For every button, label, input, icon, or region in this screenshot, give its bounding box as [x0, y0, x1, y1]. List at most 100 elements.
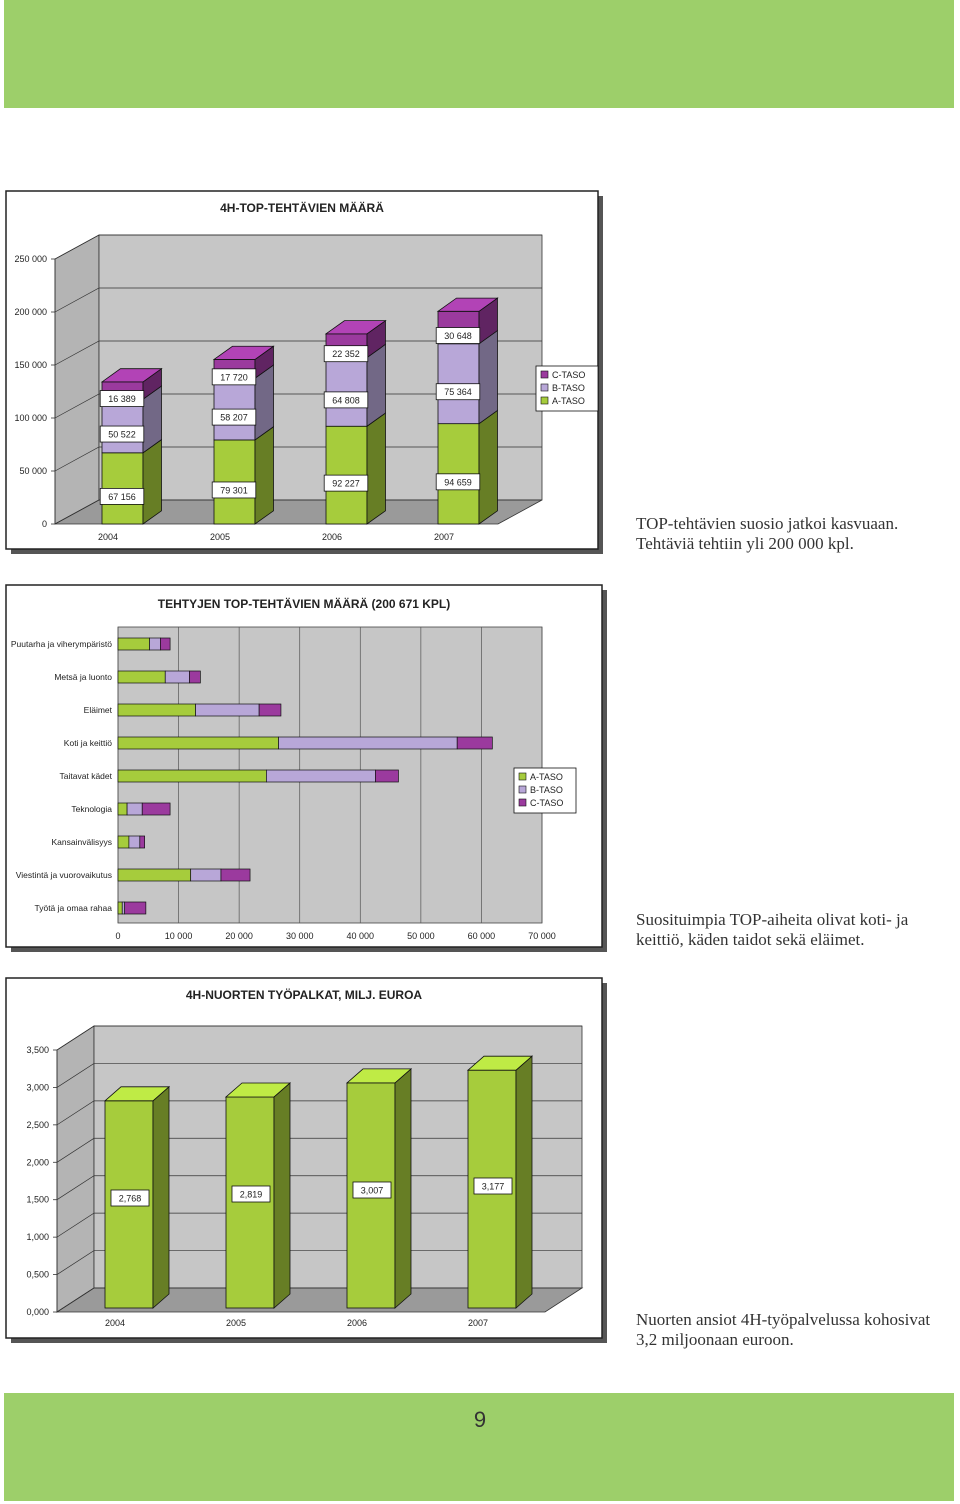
bar-segment	[160, 637, 171, 651]
bar-value-label: 92 227	[332, 479, 360, 489]
legend-label: C-TASO	[552, 370, 585, 380]
bar-value-label-box	[99, 425, 145, 443]
x-tick-label: 30 000	[286, 931, 314, 941]
gridline	[56, 1250, 582, 1275]
legend-swatch	[540, 383, 549, 392]
caption-line: Tehtäviä tehtiin yli 200 000 kpl.	[636, 534, 854, 553]
bar-segment	[278, 736, 458, 750]
bar-segment	[117, 736, 279, 750]
bar-value-label: 22 352	[332, 349, 360, 359]
gridline	[56, 1137, 582, 1163]
bar-value-label-box	[323, 345, 369, 363]
bar-value-label: 67 156	[108, 492, 136, 502]
bar-segment	[117, 835, 130, 849]
gridline	[56, 1063, 582, 1088]
x-tick-label: 2004	[98, 532, 118, 542]
y-category-label: Teknologia	[71, 804, 112, 814]
page-number: 9	[473, 1407, 487, 1432]
bar-segment-side	[366, 343, 386, 428]
x-tick-label: 60 000	[468, 931, 496, 941]
legend-label: A-TASO	[552, 396, 585, 406]
legend-label: B-TASO	[530, 785, 563, 795]
y-category-label: Eläimet	[84, 705, 113, 715]
bar-cap-top	[100, 368, 163, 383]
bar-side	[273, 1082, 291, 1309]
chart-youth-wages: 4H-NUORTEN TYÖPALKAT, MILJ. EUROA 0,000 0,…	[5, 977, 607, 1343]
bar-segment	[121, 901, 126, 915]
chart-title: 4H-NUORTEN TYÖPALKAT, MILJ. EUROA	[186, 987, 423, 1002]
gridline	[54, 234, 542, 260]
bar-top	[345, 1068, 413, 1084]
gridline	[56, 1175, 582, 1201]
bar-value-label: 17 720	[220, 372, 248, 382]
gridline	[56, 1287, 582, 1313]
bar-segment	[141, 802, 171, 816]
gridline	[54, 393, 542, 419]
top-green-band	[4, 0, 954, 108]
x-tick-label: 40 000	[347, 931, 375, 941]
bar-segment	[190, 868, 222, 882]
bar-segment-side	[478, 409, 498, 525]
legend-swatch	[540, 396, 549, 405]
bar-segment	[128, 835, 141, 849]
bar-value-label-box	[352, 1181, 392, 1199]
gridline	[56, 1100, 582, 1126]
bar-segment	[117, 703, 196, 717]
y-tick-label: 250 000	[14, 254, 47, 264]
bar-segment	[266, 769, 376, 783]
y-category-label: Metsä ja luonto	[54, 672, 112, 682]
bar-value-label: 58 207	[220, 413, 248, 423]
y-tick-label: 0,500	[26, 1270, 49, 1280]
bar-segment-side	[254, 425, 274, 525]
bar-segment	[117, 670, 166, 684]
y-tick-label: 0	[42, 519, 47, 529]
legend-swatch	[518, 798, 527, 807]
y-tick-label: 50 000	[19, 466, 47, 476]
bar-segment-side	[366, 412, 386, 525]
gridline	[54, 340, 542, 366]
x-tick-label: 2007	[434, 532, 454, 542]
bar-top	[224, 1082, 292, 1098]
y-category-label: Työtä ja omaa rahaa	[35, 903, 113, 913]
x-tick-label: 2006	[322, 532, 342, 542]
bar-top	[103, 1086, 171, 1102]
bar-value-label-box	[435, 327, 481, 344]
bar-value-label: 2,819	[240, 1190, 263, 1200]
y-tick-label: 2,500	[26, 1120, 49, 1130]
bar-value-label-box	[99, 488, 145, 505]
legend-label: C-TASO	[530, 798, 563, 808]
bar-segment-side	[478, 329, 498, 425]
bar-value-label-box	[473, 1177, 513, 1195]
chart-title: TEHTYJEN TOP-TEHTÄVIEN MÄÄRÄ (200 671 KP…	[158, 596, 451, 611]
bar-value-label: 3,177	[482, 1182, 505, 1192]
legend-swatch	[518, 772, 527, 781]
bar-value-label: 94 659	[444, 477, 472, 487]
bar-segment	[258, 703, 282, 717]
bar-side	[394, 1068, 412, 1309]
bar-value-label-box	[110, 1189, 150, 1207]
bar-value-label-box	[323, 391, 369, 409]
bar-value-label: 79 301	[220, 485, 248, 495]
y-tick-label: 3,000	[26, 1082, 49, 1092]
bar-segment	[375, 769, 399, 783]
bar	[225, 1096, 275, 1309]
bar-segment	[139, 835, 146, 849]
legend-label: A-TASO	[530, 772, 563, 782]
gridline	[56, 1025, 582, 1051]
bar-segment-side	[142, 438, 162, 525]
bar-segment	[164, 670, 190, 684]
bar-value-label-box	[99, 390, 145, 407]
caption-line: Suosituimpia TOP-aiheita olivat koti- ja	[636, 910, 909, 929]
caption-line: TOP-tehtävien suosio jatkoi kasvuaan.	[636, 514, 899, 533]
y-category-label: Taitavat kädet	[60, 771, 113, 781]
y-tick-label: 100 000	[14, 413, 47, 423]
x-tick-label: 50 000	[407, 931, 435, 941]
y-category-label: Kansainvälisyys	[52, 837, 112, 847]
bar-value-label: 75 364	[444, 387, 472, 397]
y-tick-label: 0,000	[26, 1307, 49, 1317]
x-tick-label: 2006	[347, 1318, 367, 1328]
x-tick-label: 2007	[468, 1318, 488, 1328]
y-category-label: Puutarha ja viherympäristö	[11, 639, 112, 649]
bar-value-label-box	[211, 408, 257, 426]
